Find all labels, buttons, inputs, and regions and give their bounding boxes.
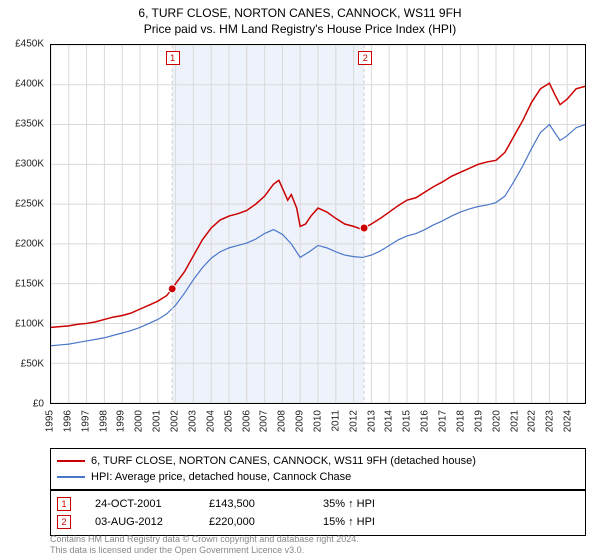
chart-svg xyxy=(51,45,585,403)
x-tick-label: 2016 xyxy=(420,410,431,432)
x-tick-label: 2014 xyxy=(384,410,395,432)
title-block: 6, TURF CLOSE, NORTON CANES, CANNOCK, WS… xyxy=(0,0,600,36)
x-tick-label: 2022 xyxy=(527,410,538,432)
x-tick-label: 2001 xyxy=(152,410,163,432)
legend-label: HPI: Average price, detached house, Cann… xyxy=(91,471,351,483)
plot-area: 12 xyxy=(50,44,586,404)
chart-title-1: 6, TURF CLOSE, NORTON CANES, CANNOCK, WS… xyxy=(0,6,600,20)
y-tick-label: £200K xyxy=(15,239,44,250)
x-tick-label: 1996 xyxy=(62,410,73,432)
x-tick-label: 2008 xyxy=(277,410,288,432)
y-tick-label: £300K xyxy=(15,159,44,170)
marker-hpi-diff: 15% ↑ HPI xyxy=(323,516,413,528)
x-tick-label: 2023 xyxy=(545,410,556,432)
y-tick-label: £400K xyxy=(15,79,44,90)
x-tick-label: 2003 xyxy=(187,410,198,432)
y-tick-label: £100K xyxy=(15,319,44,330)
marker-hpi-diff: 35% ↑ HPI xyxy=(323,498,413,510)
chart-container: 6, TURF CLOSE, NORTON CANES, CANNOCK, WS… xyxy=(0,0,600,560)
x-tick-label: 2024 xyxy=(563,410,574,432)
x-tick-label: 1995 xyxy=(45,410,56,432)
x-tick-label: 2006 xyxy=(241,410,252,432)
y-tick-label: £450K xyxy=(15,39,44,50)
x-tick-label: 2009 xyxy=(295,410,306,432)
x-tick-label: 2002 xyxy=(170,410,181,432)
y-tick-label: £250K xyxy=(15,199,44,210)
x-tick-label: 1997 xyxy=(80,410,91,432)
x-tick-label: 2018 xyxy=(455,410,466,432)
x-axis-labels: 1995199619971998199920002001200220032004… xyxy=(50,406,586,450)
x-tick-label: 2015 xyxy=(402,410,413,432)
y-tick-label: £50K xyxy=(21,359,44,370)
legend-label: 6, TURF CLOSE, NORTON CANES, CANNOCK, WS… xyxy=(91,455,476,467)
x-tick-label: 2021 xyxy=(509,410,520,432)
footer-line-1: Contains HM Land Registry data © Crown c… xyxy=(50,534,586,545)
x-tick-label: 2012 xyxy=(348,410,359,432)
x-tick-label: 2007 xyxy=(259,410,270,432)
x-tick-label: 2005 xyxy=(223,410,234,432)
y-tick-label: £150K xyxy=(15,279,44,290)
chart-title-2: Price paid vs. HM Land Registry's House … xyxy=(0,22,600,36)
chart-marker-badge: 1 xyxy=(166,51,180,65)
marker-price: £143,500 xyxy=(209,498,299,510)
x-tick-label: 2017 xyxy=(438,410,449,432)
x-tick-label: 2020 xyxy=(491,410,502,432)
footer-attribution: Contains HM Land Registry data © Crown c… xyxy=(50,534,586,556)
marker-row: 2 03-AUG-2012 £220,000 15% ↑ HPI xyxy=(57,513,579,531)
marker-date: 24-OCT-2001 xyxy=(95,498,185,510)
x-tick-label: 2011 xyxy=(330,410,341,432)
footer-line-2: This data is licensed under the Open Gov… xyxy=(50,545,586,556)
marker-price: £220,000 xyxy=(209,516,299,528)
x-tick-label: 2019 xyxy=(473,410,484,432)
marker-id-badge: 1 xyxy=(57,497,71,511)
legend-swatch xyxy=(57,460,85,462)
marker-id-badge: 2 xyxy=(57,515,71,529)
x-tick-label: 2010 xyxy=(313,410,324,432)
x-tick-label: 2013 xyxy=(366,410,377,432)
legend-row: 6, TURF CLOSE, NORTON CANES, CANNOCK, WS… xyxy=(57,453,579,469)
x-tick-label: 1999 xyxy=(116,410,127,432)
legend-swatch xyxy=(57,476,85,478)
marker-table: 1 24-OCT-2001 £143,500 35% ↑ HPI 2 03-AUG-201… xyxy=(50,490,586,536)
marker-date: 03-AUG-2012 xyxy=(95,516,185,528)
y-tick-label: £350K xyxy=(15,119,44,130)
chart-marker-badge: 2 xyxy=(358,51,372,65)
x-tick-label: 2004 xyxy=(205,410,216,432)
x-tick-label: 2000 xyxy=(134,410,145,432)
marker-row: 1 24-OCT-2001 £143,500 35% ↑ HPI xyxy=(57,495,579,513)
x-tick-label: 1998 xyxy=(98,410,109,432)
series-legend: 6, TURF CLOSE, NORTON CANES, CANNOCK, WS… xyxy=(50,448,586,490)
legend-row: HPI: Average price, detached house, Cann… xyxy=(57,469,579,485)
y-tick-label: £0 xyxy=(33,399,44,410)
y-axis-labels: £0£50K£100K£150K£200K£250K£300K£350K£400… xyxy=(0,44,48,404)
